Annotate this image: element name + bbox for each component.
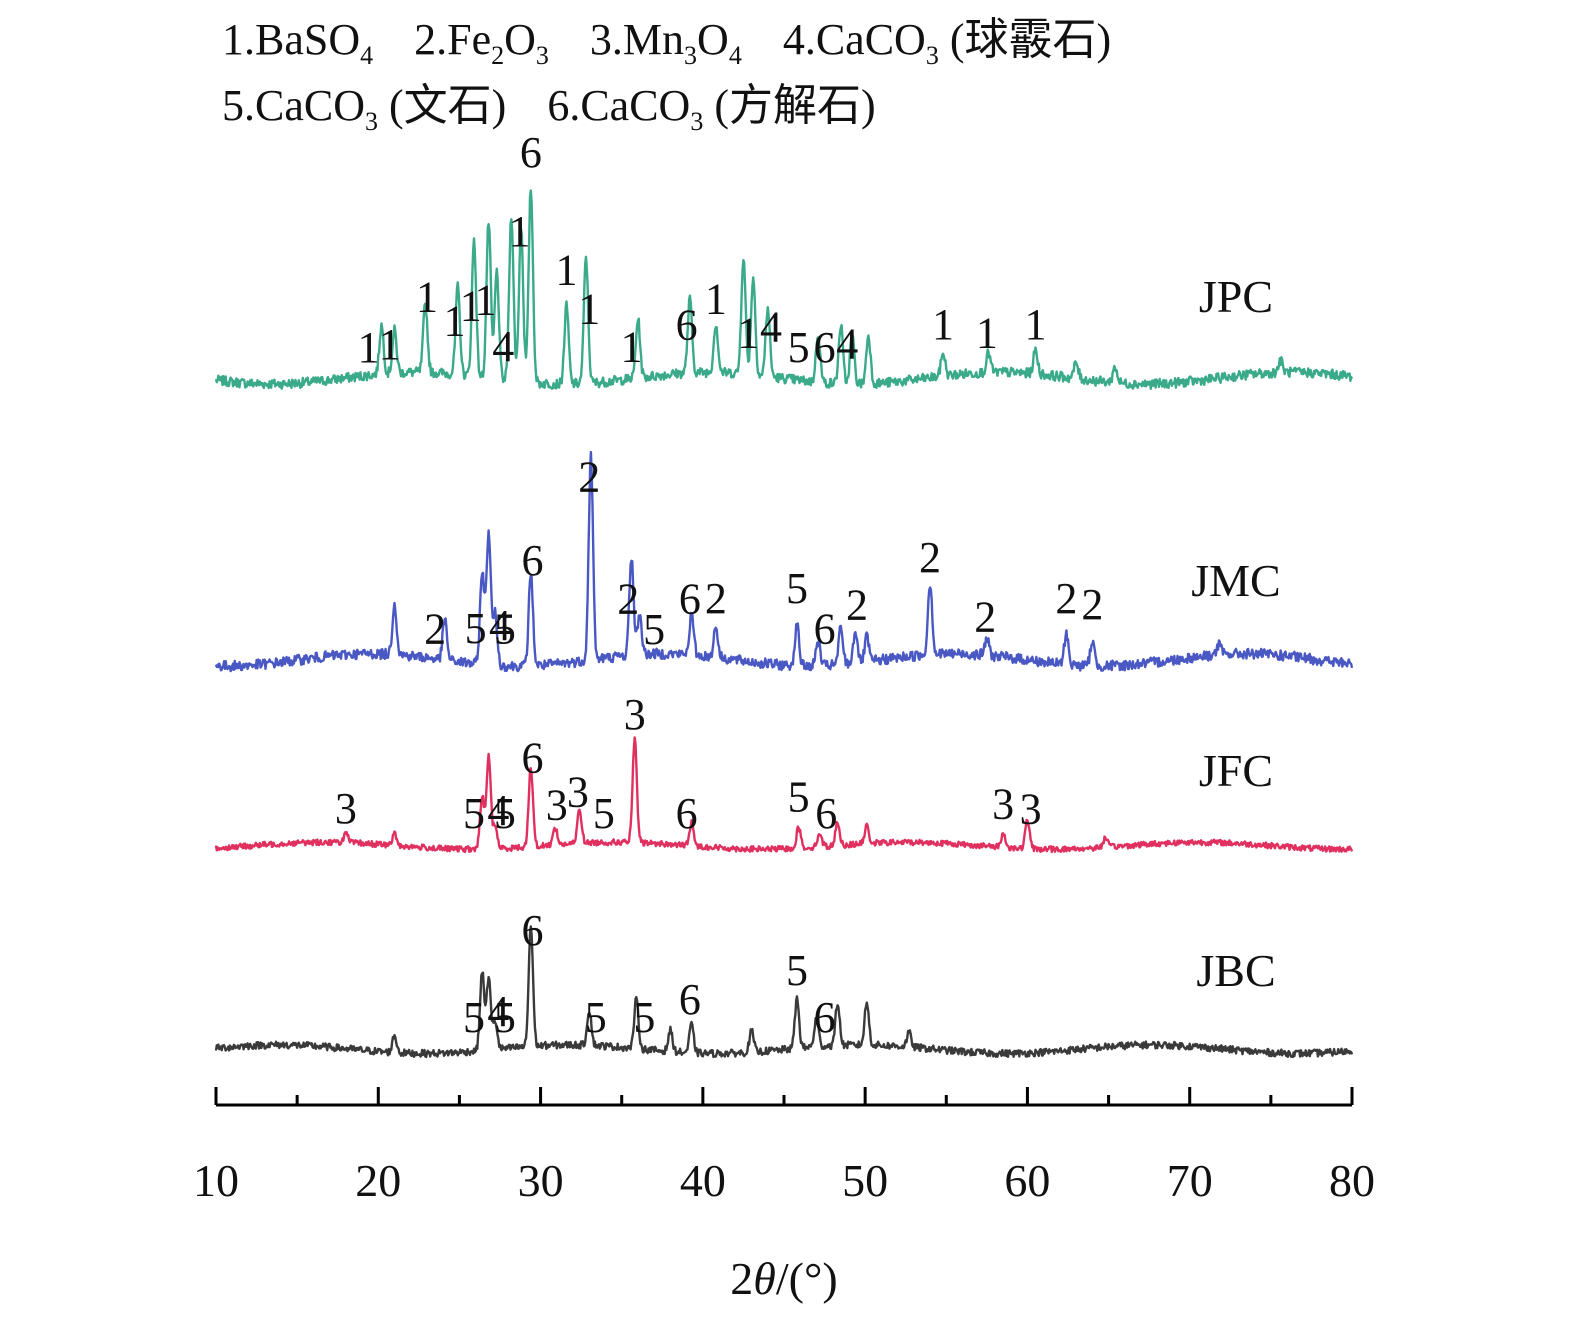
peak-label: 6 xyxy=(814,605,836,654)
x-tick-label: 30 xyxy=(518,1155,564,1206)
peak-label: 6 xyxy=(521,906,543,955)
peak-label: 2 xyxy=(617,575,639,624)
peak-label: 2 xyxy=(1055,574,1077,623)
series-line-jfc xyxy=(214,736,1354,854)
peak-label: 1 xyxy=(932,300,954,349)
peak-label: 5 xyxy=(788,323,810,372)
peak-label: 3 xyxy=(567,768,589,817)
peak-label: 5 xyxy=(494,605,516,654)
peak-label: 5 xyxy=(643,605,665,654)
peak-label: 4 xyxy=(760,302,782,351)
series-line-jbc xyxy=(214,925,1354,1059)
peak-label: 5 xyxy=(465,604,487,653)
peak-label: 1 xyxy=(508,207,530,256)
peak-label: 5 xyxy=(585,993,607,1042)
legend-entry-2: 2.Fe2O3 xyxy=(414,15,549,70)
peak-label: 5 xyxy=(786,564,808,613)
peak-label: 3 xyxy=(1020,784,1042,833)
peak-label: 5 xyxy=(463,993,485,1042)
peak-label: 5 xyxy=(494,789,516,838)
peak-label: 5 xyxy=(633,993,655,1042)
peak-label: 3 xyxy=(335,784,357,833)
peak-label: 1 xyxy=(444,296,466,345)
series-name-jbc: JBC xyxy=(1196,945,1275,996)
peak-label: 4 xyxy=(836,319,858,368)
peak-label: 2 xyxy=(846,580,868,629)
peak-label: 6 xyxy=(521,733,543,782)
peak-label: 1 xyxy=(620,323,642,372)
series-line-jmc xyxy=(214,450,1354,673)
peak-label: 6 xyxy=(679,574,701,623)
peak-label: 1 xyxy=(578,284,600,333)
x-tick-label: 20 xyxy=(355,1155,401,1206)
series-name-jmc: JMC xyxy=(1191,555,1280,606)
legend-entry-5: 5.CaCO3 (文石) xyxy=(222,81,507,136)
peak-label: 1 xyxy=(358,323,380,372)
peak-label: 5 xyxy=(788,773,810,822)
peak-label: 3 xyxy=(992,779,1014,828)
series-name-jfc: JFC xyxy=(1199,745,1273,796)
peak-label: 5 xyxy=(786,946,808,995)
legend-entry-6: 6.CaCO3 (方解石) xyxy=(547,81,876,136)
peak-label: 2 xyxy=(424,605,446,654)
peak-label: 1 xyxy=(976,309,998,358)
series-line-jpc xyxy=(214,189,1354,390)
peak-label: 3 xyxy=(546,780,568,829)
peak-label: 1 xyxy=(705,275,727,324)
x-tick-label: 80 xyxy=(1329,1155,1375,1206)
legend-entry-4: 4.CaCO3 (球霰石) xyxy=(782,15,1112,70)
peak-label: 3 xyxy=(624,690,646,739)
peak-label: 1 xyxy=(416,272,438,321)
peak-label: 2 xyxy=(578,452,600,501)
peak-label: 1 xyxy=(556,245,578,294)
peak-label: 1 xyxy=(379,320,401,369)
peak-label: 6 xyxy=(814,993,836,1042)
peak-label: 2 xyxy=(974,593,996,642)
peak-label: 2 xyxy=(705,574,727,623)
peak-label: 4 xyxy=(489,601,511,650)
legend-row-1: 1.BaSO4 2.Fe2O3 3.Mn3O4 4.CaCO3 (球霰石) xyxy=(222,18,1141,69)
peak-label: 1 xyxy=(460,281,482,330)
x-tick-label: 70 xyxy=(1167,1155,1213,1206)
peak-label: 6 xyxy=(520,128,542,177)
x-tick-label: 50 xyxy=(842,1155,888,1206)
legend-row-2: 5.CaCO3 (文石) 6.CaCO3 (方解石) xyxy=(222,84,906,135)
peak-label: 4 xyxy=(492,322,514,371)
x-tick-label: 10 xyxy=(193,1155,239,1206)
peak-label: 6 xyxy=(676,301,698,350)
peak-label: 6 xyxy=(814,323,836,372)
legend-entry-3: 3.Mn3O4 xyxy=(589,15,742,70)
x-tick-label: 60 xyxy=(1004,1155,1050,1206)
series-name-jpc: JPC xyxy=(1199,271,1273,322)
peak-label: 5 xyxy=(494,993,516,1042)
peak-label: 6 xyxy=(676,789,698,838)
x-axis-label: 2θ/(°) xyxy=(730,1253,837,1304)
peak-label: 1 xyxy=(737,308,759,357)
peak-label: 2 xyxy=(1081,580,1103,629)
peak-label: 5 xyxy=(463,789,485,838)
peak-label: 4 xyxy=(487,987,509,1036)
peak-label: 4 xyxy=(487,786,509,835)
legend-entry-1: 1.BaSO4 xyxy=(222,15,374,70)
peak-label: 1 xyxy=(474,275,496,324)
peak-label: 6 xyxy=(679,975,701,1024)
peak-label: 2 xyxy=(919,533,941,582)
peak-label: 1 xyxy=(1025,300,1047,349)
x-tick-label: 40 xyxy=(680,1155,726,1206)
peak-label: 6 xyxy=(815,789,837,838)
peak-label: 5 xyxy=(593,789,615,838)
peak-label: 6 xyxy=(521,536,543,585)
